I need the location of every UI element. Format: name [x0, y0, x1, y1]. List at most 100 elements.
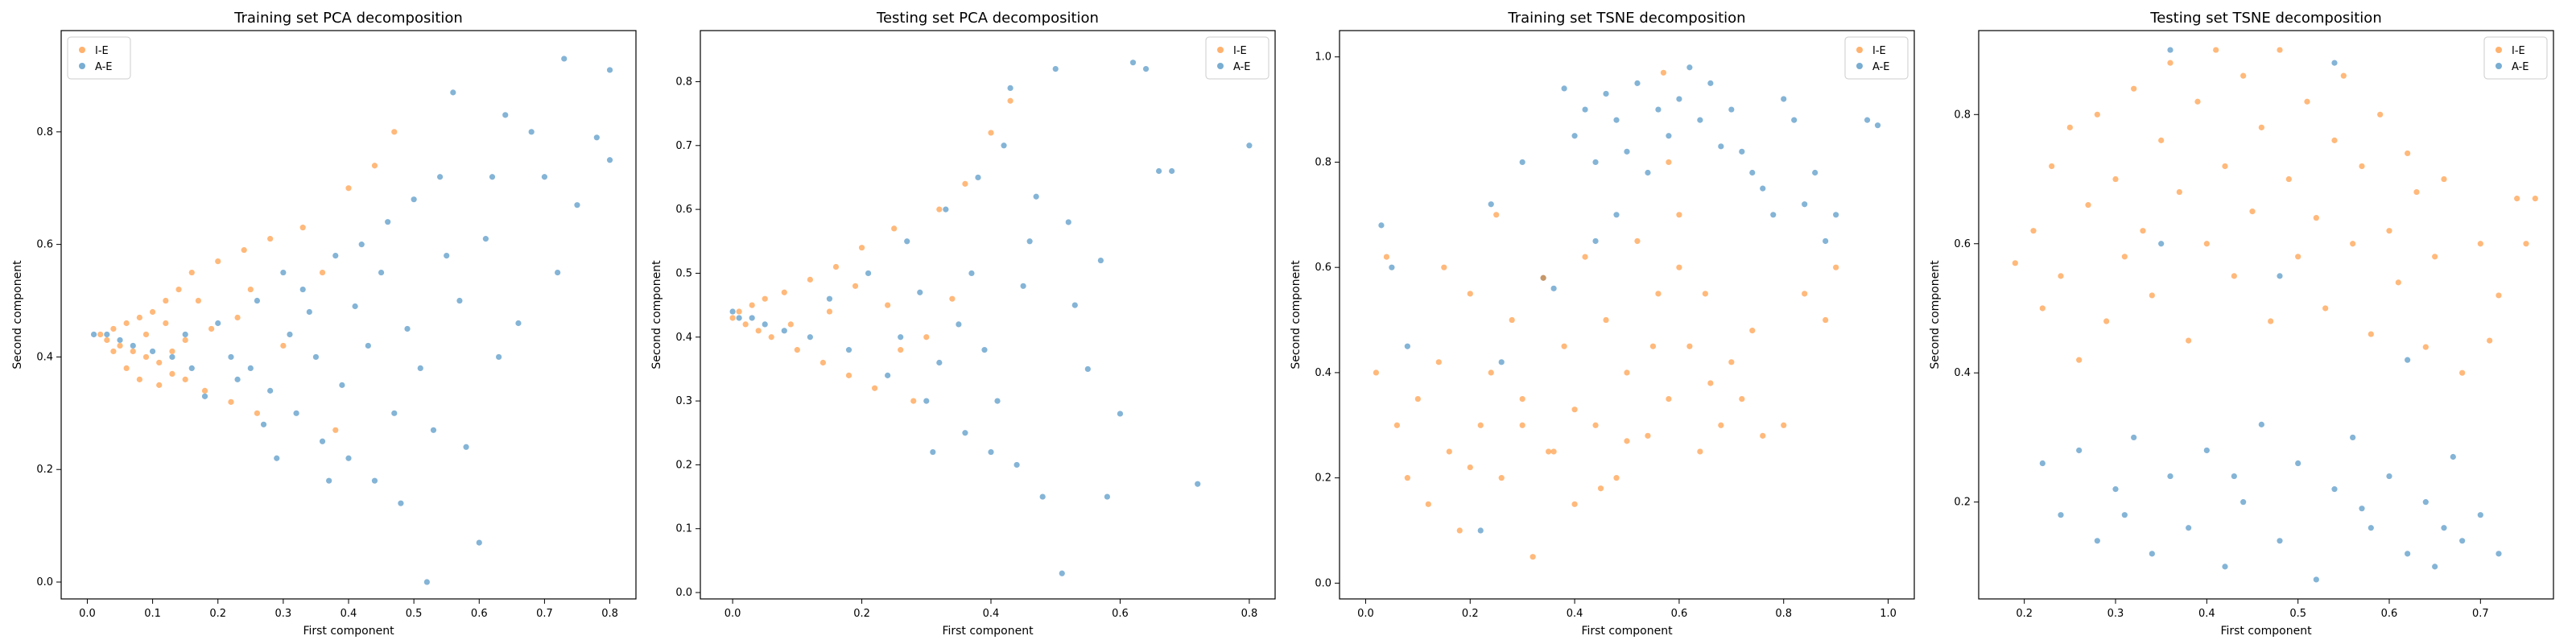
data-point: [1718, 143, 1724, 150]
data-point: [1519, 422, 1525, 428]
data-point: [1104, 493, 1111, 500]
legend: I-E A-E: [67, 36, 131, 80]
data-point: [2368, 331, 2374, 337]
data-point: [2240, 499, 2247, 506]
data-point: [280, 269, 287, 276]
data-point: [2313, 576, 2319, 583]
data-point: [267, 236, 274, 242]
data-point: [2395, 279, 2401, 286]
data-point: [1546, 448, 1552, 455]
data-point: [1498, 475, 1505, 481]
data-point: [2368, 525, 2374, 531]
legend: I-E A-E: [1205, 36, 1269, 80]
data-point: [845, 347, 852, 353]
data-point: [345, 455, 352, 461]
data-point: [1592, 159, 1599, 166]
data-point: [1519, 159, 1525, 166]
data-point: [949, 295, 956, 302]
data-point: [852, 283, 859, 289]
y-tick-label: 0.1: [675, 523, 692, 535]
legend-entry: I-E: [1872, 45, 1886, 57]
data-point: [962, 180, 968, 187]
legend-marker: [1856, 47, 1863, 53]
data-point: [2386, 473, 2392, 480]
data-point: [1488, 369, 1494, 376]
data-point: [1477, 422, 1484, 428]
data-point: [1052, 65, 1059, 72]
data-point: [988, 448, 994, 456]
data-point: [2295, 460, 2301, 467]
data-point: [371, 163, 378, 169]
data-point: [1404, 475, 1410, 481]
data-point: [781, 289, 787, 295]
x-tick-label: 0.0: [724, 608, 741, 620]
data-point: [463, 444, 469, 450]
data-point: [260, 421, 267, 427]
data-point: [1666, 133, 1672, 139]
data-point: [1686, 343, 1693, 349]
data-point: [182, 376, 188, 382]
x-axis-label: First component: [2220, 625, 2312, 638]
data-point: [2167, 60, 2174, 66]
data-point: [241, 247, 247, 254]
data-point: [398, 500, 404, 506]
data-point: [1874, 122, 1881, 129]
data-point: [826, 295, 833, 302]
data-point: [1676, 212, 1682, 218]
data-point: [2158, 241, 2165, 247]
x-tick-label: 0.6: [1112, 608, 1129, 620]
data-point: [826, 308, 833, 315]
data-point: [2413, 188, 2420, 196]
data-point: [1702, 291, 1708, 297]
data-point: [2140, 228, 2146, 234]
data-point: [1488, 201, 1494, 208]
data-point: [195, 297, 201, 304]
series-i-e: [2012, 47, 2538, 376]
data-point: [1781, 422, 1787, 428]
data-point: [156, 359, 163, 366]
data-point: [1013, 461, 1020, 469]
data-point: [2203, 447, 2210, 454]
legend-marker: [79, 63, 85, 69]
y-tick-label: 1.0: [1315, 52, 1331, 64]
y-axis-label: Second component: [1290, 260, 1302, 369]
y-tick-label: 0.4: [1315, 367, 1331, 379]
x-tick-label: 0.2: [1462, 608, 1479, 620]
y-tick-label: 0.2: [675, 459, 692, 471]
data-point: [2386, 228, 2392, 234]
data-point: [515, 320, 522, 327]
x-tick-label: 0.4: [341, 608, 357, 620]
data-point: [2477, 512, 2483, 518]
data-point: [436, 174, 444, 180]
data-point: [319, 269, 326, 276]
data-point: [2422, 499, 2429, 506]
data-point: [2058, 273, 2064, 279]
legend-marker: [1856, 63, 1863, 69]
data-point: [182, 336, 188, 344]
data-point: [306, 308, 312, 316]
data-point: [2496, 551, 2502, 557]
legend-marker: [1217, 63, 1224, 69]
data-point: [201, 393, 208, 399]
data-point: [1446, 448, 1452, 455]
y-tick-label: 0.4: [675, 332, 692, 344]
data-point: [2295, 254, 2301, 260]
data-point: [574, 202, 580, 208]
data-point: [1509, 316, 1515, 324]
data-point: [762, 295, 768, 302]
data-point: [2194, 98, 2201, 105]
data-point: [312, 353, 320, 361]
y-tick-label: 0.8: [36, 126, 53, 138]
x-tick-label: 0.0: [1357, 608, 1374, 620]
data-point: [1435, 359, 1442, 365]
y-tick-label: 0.8: [1315, 156, 1331, 168]
data-point: [968, 270, 975, 277]
plot-area: [1339, 30, 1915, 600]
x-tick-label: 0.6: [1671, 608, 1688, 620]
data-point: [885, 372, 891, 378]
data-point: [2331, 486, 2338, 493]
data-point: [1728, 359, 1735, 365]
data-point: [2313, 215, 2319, 221]
data-point: [1603, 316, 1609, 324]
data-point: [2405, 551, 2411, 557]
